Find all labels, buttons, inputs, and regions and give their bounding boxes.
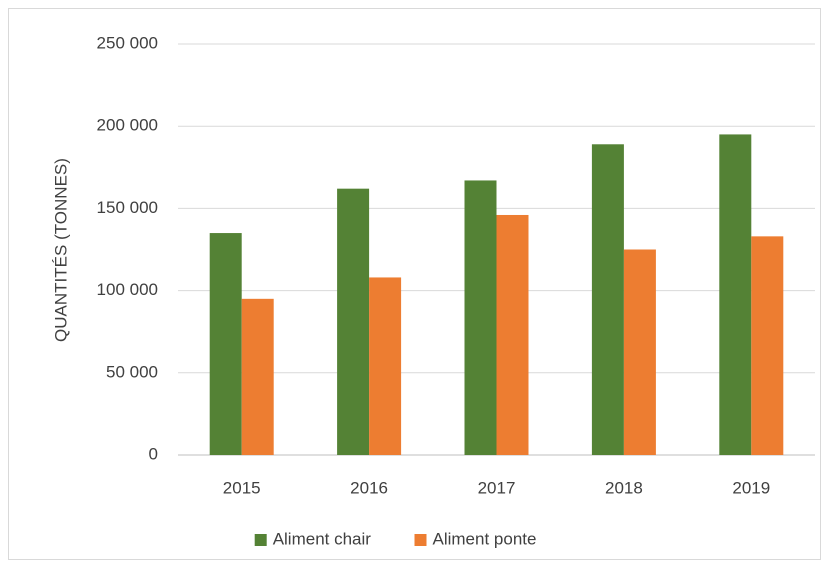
bar — [337, 188, 370, 455]
y-tick-label: 50 000 — [106, 362, 158, 381]
x-tick-label: 2017 — [478, 478, 516, 497]
bar — [591, 144, 624, 455]
bar — [623, 249, 656, 455]
bar — [719, 134, 752, 456]
x-tick-label: 2016 — [350, 478, 388, 497]
bar — [369, 277, 402, 455]
bar — [241, 298, 274, 455]
y-tick-label: 0 — [149, 444, 158, 463]
y-tick-label: 250 000 — [97, 33, 158, 52]
bar — [496, 214, 529, 455]
bar — [209, 233, 242, 455]
x-tick-label: 2018 — [605, 478, 643, 497]
y-tick-label: 100 000 — [97, 280, 158, 299]
bar — [464, 180, 497, 455]
legend-label: Aliment chair — [273, 529, 372, 548]
x-tick-label: 2015 — [223, 478, 261, 497]
x-tick-label: 2019 — [732, 478, 770, 497]
chart-frame — [8, 8, 821, 560]
legend-swatch — [414, 534, 427, 546]
y-tick-label: 150 000 — [97, 198, 158, 217]
bar — [751, 236, 784, 455]
legend-label: Aliment ponte — [433, 529, 537, 548]
y-tick-label: 200 000 — [97, 116, 158, 135]
legend-swatch — [254, 534, 267, 546]
y-axis-label: QUANTITÉS (TONNES) — [51, 158, 70, 342]
